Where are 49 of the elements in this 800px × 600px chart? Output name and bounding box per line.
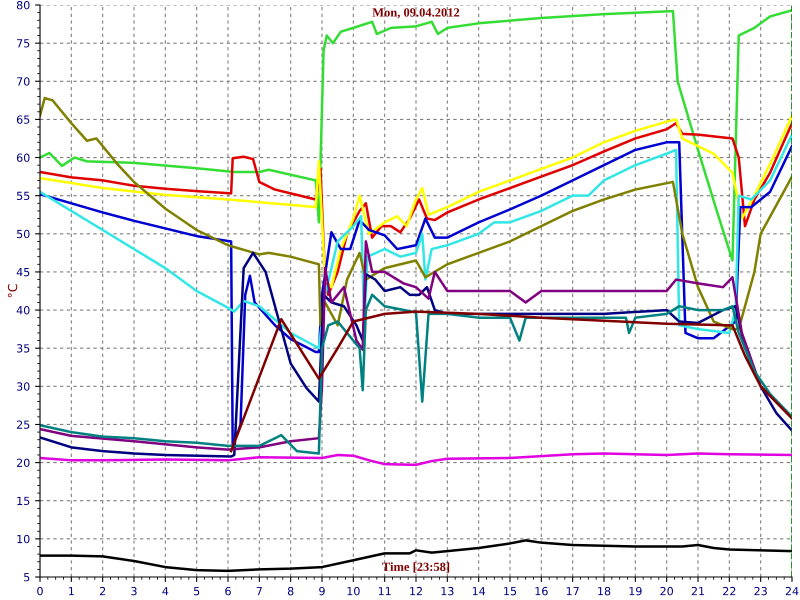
x-tick-label: 23	[754, 586, 767, 596]
x-tick-label: 9	[319, 586, 325, 596]
y-tick-label: 15	[17, 496, 30, 506]
x-tick-label: 13	[441, 586, 454, 596]
x-tick-label: 4	[162, 587, 168, 596]
x-tick-label: 24	[786, 586, 798, 596]
y-axis-title: °C	[8, 284, 18, 298]
x-tick-label: 21	[692, 586, 704, 596]
y-tick-label: 45	[16, 268, 30, 276]
y-tick-label: 30	[16, 382, 30, 391]
x-tick-label: 17	[566, 587, 579, 596]
y-tick-label: 25	[16, 420, 30, 429]
y-tick-label: 80	[16, 0, 30, 10]
y-tick-label: 75	[17, 39, 30, 48]
line-series	[230, 310, 792, 452]
x-tick-label: 3	[131, 586, 137, 596]
y-tick-label: 5	[24, 573, 30, 582]
x-tick-label: 20	[660, 586, 673, 596]
y-tick-label: 40	[16, 306, 30, 314]
x-tick-label: 0	[37, 586, 43, 596]
x-tick-label: 7	[256, 587, 262, 596]
line-series	[40, 96, 792, 330]
line-series	[40, 294, 792, 455]
x-tick-label: 2	[100, 586, 106, 596]
x-tick-label: 6	[225, 586, 231, 596]
y-tick-label: 65	[16, 115, 30, 124]
x-tick-label: 18	[598, 586, 610, 596]
x-tick-label: 1	[69, 587, 74, 596]
y-tick-label: 50	[16, 230, 30, 238]
y-tick-label: 35	[16, 344, 30, 353]
x-tick-label: 11	[378, 587, 391, 596]
y-tick-label: 10	[17, 534, 30, 544]
x-tick-label: 8	[288, 586, 294, 596]
line-series	[40, 9, 792, 262]
x-tick-label: 16	[535, 586, 548, 596]
y-tick-label: 55	[16, 192, 30, 200]
y-tick-label: 60	[16, 154, 30, 162]
x-tick-label: 22	[723, 586, 736, 596]
y-tick-label: 20	[16, 458, 30, 467]
x-tick-label: 14	[472, 587, 486, 596]
x-tick-label: 12	[410, 586, 422, 596]
chart-title: Mon, 09.04.2012	[372, 8, 460, 18]
x-tick-label: 19	[629, 586, 642, 596]
line-series	[40, 452, 792, 466]
x-axis-title: Time [23:58]	[382, 562, 450, 573]
x-tick-label: 5	[194, 587, 200, 596]
y-tick-label: 70	[17, 77, 30, 86]
x-tick-label: 10	[347, 586, 360, 596]
x-tick-label: 15	[504, 587, 516, 596]
